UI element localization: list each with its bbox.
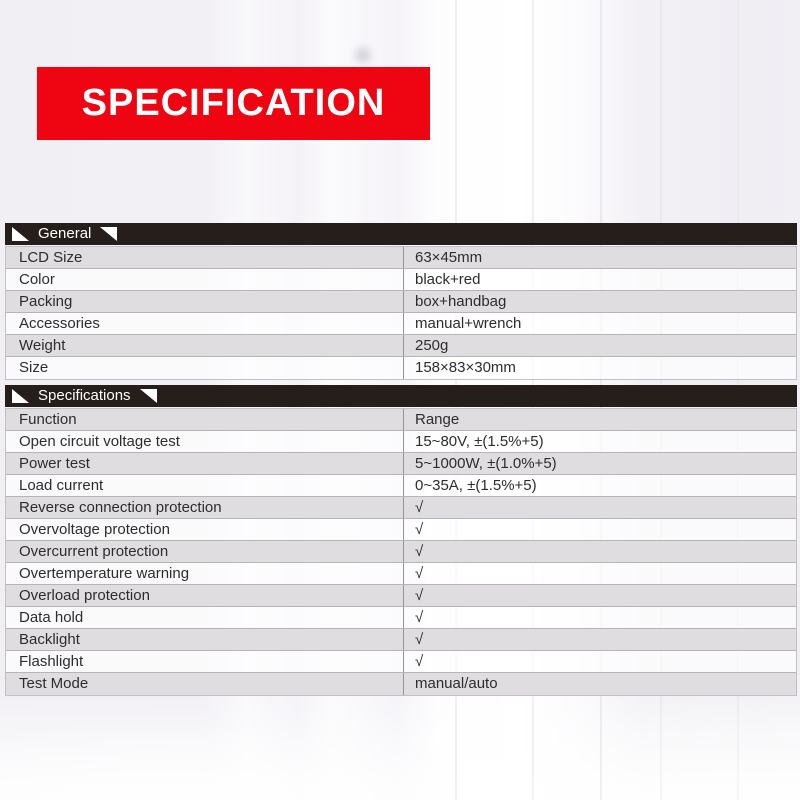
table-row: Overcurrent protection √ — [6, 541, 796, 563]
triangle-lower-left-icon — [12, 227, 29, 241]
row-label: Function — [6, 409, 404, 430]
row-label: LCD Size — [6, 247, 404, 268]
background-smudge — [352, 42, 374, 68]
row-label: Color — [6, 269, 404, 290]
table-row: Load current 0~35A, ±(1.5%+5) — [6, 475, 796, 497]
row-label: Weight — [6, 335, 404, 356]
row-value: √ — [415, 609, 424, 626]
section-specifications: Specifications Function Range Open circuit… — [5, 385, 797, 696]
row-label: Test Mode — [6, 673, 404, 695]
section-title: Specifications — [38, 387, 131, 404]
general-table: LCD Size 63×45mm Color black+red Packing box+… — [5, 246, 797, 380]
row-value: box+handbag — [415, 293, 507, 310]
section-title: General — [38, 225, 92, 242]
specification-banner: SPECIFICATION — [37, 67, 430, 140]
row-value: √ — [415, 499, 424, 516]
row-value: √ — [415, 521, 424, 538]
row-value: 5~1000W, ±(1.0%+5) — [415, 455, 557, 472]
row-value: √ — [415, 653, 424, 670]
row-label: Reverse connection protection — [6, 497, 404, 518]
table-row: Flashlight √ — [6, 651, 796, 673]
table-row: Overload protection √ — [6, 585, 796, 607]
row-value: 0~35A, ±(1.5%+5) — [415, 477, 537, 494]
table-row: Accessories manual+wrench — [6, 313, 796, 335]
row-label: Load current — [6, 475, 404, 496]
row-label: Overload protection — [6, 585, 404, 606]
table-row: Weight 250g — [6, 335, 796, 357]
row-value: black+red — [415, 271, 481, 288]
table-row: Test Mode manual/auto — [6, 673, 796, 695]
table-row: Function Range — [6, 409, 796, 431]
row-label: Power test — [6, 453, 404, 474]
triangle-upper-right-icon — [100, 227, 118, 241]
general-section-header: General — [5, 223, 797, 245]
row-label: Data hold — [6, 607, 404, 628]
row-value: √ — [415, 543, 424, 560]
table-row: Backlight √ — [6, 629, 796, 651]
triangle-lower-left-icon — [12, 389, 29, 403]
table-row: LCD Size 63×45mm — [6, 247, 796, 269]
table-row: Reverse connection protection √ — [6, 497, 796, 519]
table-row: Power test 5~1000W, ±(1.0%+5) — [6, 453, 796, 475]
table-row: Overvoltage protection √ — [6, 519, 796, 541]
row-label: Packing — [6, 291, 404, 312]
table-row: Overtemperature warning √ — [6, 563, 796, 585]
row-value: Range — [415, 411, 460, 428]
row-label: Overcurrent protection — [6, 541, 404, 562]
banner-title: SPECIFICATION — [81, 82, 386, 124]
row-value: 250g — [415, 337, 449, 354]
table-row: Open circuit voltage test 15~80V, ±(1.5%+… — [6, 431, 796, 453]
row-value: 15~80V, ±(1.5%+5) — [415, 433, 544, 450]
row-value: √ — [415, 631, 424, 648]
row-value: 158×83×30mm — [415, 359, 516, 376]
row-value: √ — [415, 587, 424, 604]
row-label: Flashlight — [6, 651, 404, 672]
table-row: Packing box+handbag — [6, 291, 796, 313]
triangle-upper-right-icon — [139, 389, 157, 403]
row-label: Backlight — [6, 629, 404, 650]
table-row: Size 158×83×30mm — [6, 357, 796, 379]
row-label: Accessories — [6, 313, 404, 334]
row-label: Size — [6, 357, 404, 379]
row-value: 63×45mm — [415, 249, 483, 266]
row-value: manual+wrench — [415, 315, 522, 332]
section-general: General LCD Size 63×45mm Color black+red Pac… — [5, 223, 797, 380]
table-row: Color black+red — [6, 269, 796, 291]
specifications-table: Function Range Open circuit voltage test 15… — [5, 408, 797, 696]
row-value: √ — [415, 565, 424, 582]
row-value: manual/auto — [415, 675, 498, 692]
specifications-section-header: Specifications — [5, 385, 797, 407]
table-row: Data hold √ — [6, 607, 796, 629]
row-label: Overvoltage protection — [6, 519, 404, 540]
row-label: Overtemperature warning — [6, 563, 404, 584]
row-label: Open circuit voltage test — [6, 431, 404, 452]
